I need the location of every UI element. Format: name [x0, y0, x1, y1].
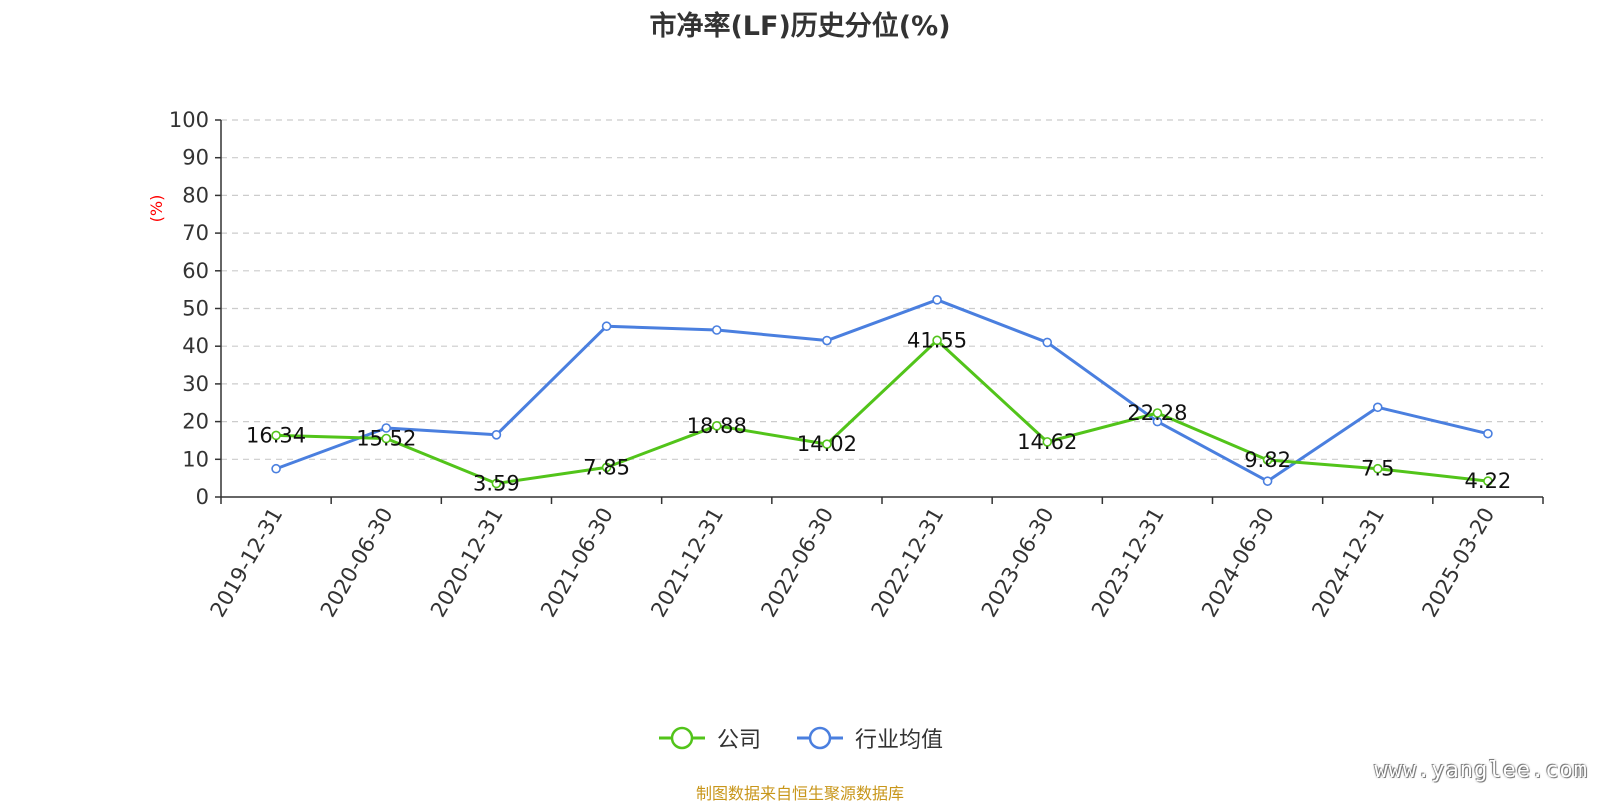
chart-title: 市净率(LF)历史分位(%)	[649, 11, 951, 42]
data-point-1	[601, 321, 612, 332]
y-tick-label: 70	[182, 221, 209, 245]
data-point-1	[822, 335, 832, 346]
data-label: 4.22	[1465, 469, 1512, 493]
data-point-1	[1483, 428, 1493, 439]
data-label: 9.82	[1244, 448, 1291, 472]
data-point-1	[1042, 337, 1053, 348]
data-point-0	[601, 462, 612, 473]
legend-label: 公司	[716, 728, 761, 753]
y-tick-label: 40	[182, 334, 209, 358]
y-tick-label: 80	[182, 183, 209, 207]
y-axis-label: (%)	[147, 195, 166, 223]
data-label: 22.28	[1127, 401, 1187, 425]
data-point-1	[271, 463, 281, 474]
x-tick-label: 2024-06-30	[1197, 504, 1279, 622]
x-tick-label: 2023-12-31	[1087, 504, 1169, 622]
x-tick-label: 2021-12-31	[646, 504, 728, 622]
x-tick-label: 2023-06-30	[977, 504, 1059, 622]
series-line-1	[275, 298, 1489, 483]
legend-item[interactable]: 公司	[657, 722, 761, 754]
x-tick-label: 2022-06-30	[756, 504, 838, 622]
x-tick-label: 2019-12-31	[206, 504, 288, 622]
data-label: 41.55	[907, 328, 967, 352]
y-tick-label: 90	[182, 146, 209, 170]
data-point-0	[1042, 437, 1053, 447]
data-point-1	[711, 325, 722, 335]
legend-label: 行业均值	[855, 728, 944, 753]
y-tick-label: 0	[196, 485, 209, 509]
x-tick-label: 2020-06-30	[316, 504, 398, 622]
data-label: 14.02	[797, 432, 857, 456]
data-label: 3.59	[473, 471, 520, 495]
data-point-1	[491, 429, 502, 440]
y-tick-label: 100	[169, 108, 209, 132]
data-label: 18.88	[687, 414, 747, 438]
y-tick-label: 50	[182, 297, 209, 321]
x-tick-label: 2021-06-30	[536, 504, 618, 622]
data-point-1	[932, 295, 942, 305]
x-tick-label: 2025-03-20	[1417, 504, 1499, 622]
data-point-1	[381, 423, 392, 433]
data-label: 7.5	[1361, 457, 1394, 481]
data-point-0	[822, 439, 832, 449]
legend-swatch	[658, 726, 705, 750]
data-point-0	[711, 421, 722, 431]
legend-item[interactable]: 行业均值	[795, 722, 943, 754]
data-point-0	[1262, 455, 1273, 465]
data-label: 7.85	[583, 455, 630, 479]
data-point-0	[491, 478, 502, 489]
y-tick-label: 30	[182, 372, 209, 396]
data-point-0	[932, 335, 942, 346]
y-tick-label: 10	[182, 447, 209, 471]
x-tick-label: 2024-12-31	[1307, 504, 1389, 622]
data-point-0	[1483, 476, 1493, 486]
legend: 公司 行业均值	[0, 722, 1600, 754]
data-point-0	[271, 430, 281, 441]
data-point-1	[1262, 476, 1273, 486]
data-point-0	[1372, 463, 1383, 474]
legend-swatch	[797, 726, 843, 750]
x-tick-label: 2020-12-31	[426, 503, 508, 621]
source-note: 制图数据来自恒生聚源数据库	[695, 784, 904, 803]
y-tick-label: 20	[182, 410, 209, 434]
data-point-0	[381, 433, 392, 444]
watermark: www.yanglee.com	[1374, 758, 1588, 783]
x-tick-label: 2022-12-31	[867, 503, 949, 621]
data-point-1	[1372, 402, 1383, 413]
y-tick-label: 60	[182, 259, 209, 283]
data-label: 15.52	[356, 426, 416, 450]
data-point-0	[1152, 408, 1163, 418]
data-label: 16.34	[246, 423, 306, 447]
line-chart: 0 10 20 30 40 50 60 70 80 90 100 (%) 2019-12-31 2020-…	[147, 108, 1544, 622]
series-line-0	[276, 338, 1489, 485]
data-label: 14.62	[1017, 430, 1077, 454]
